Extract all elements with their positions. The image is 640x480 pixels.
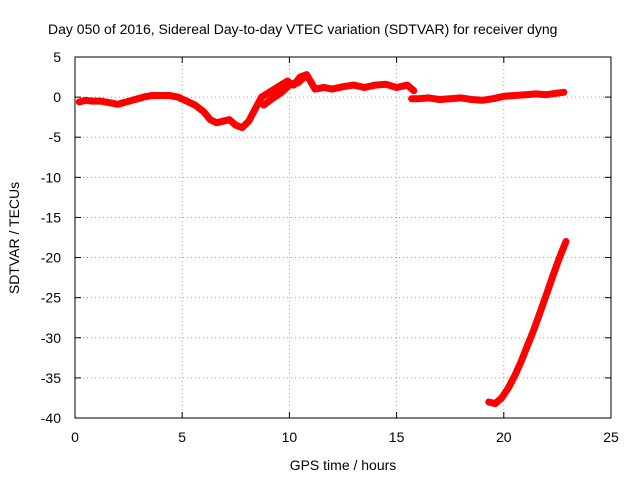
grid — [75, 57, 611, 418]
series-line-1 — [75, 71, 418, 132]
y-tick-label: -15 — [41, 209, 61, 225]
series-line-3 — [408, 88, 568, 104]
x-axis-title: GPS time / hours — [290, 457, 397, 473]
y-tick-label: -10 — [41, 169, 61, 185]
x-tick-label: 0 — [71, 429, 79, 445]
y-tick-label: -5 — [49, 129, 62, 145]
x-tick-label: 15 — [389, 429, 405, 445]
y-tick-label: -35 — [41, 370, 61, 386]
chart-title: Day 050 of 2016, Sidereal Day-to-day VTE… — [48, 21, 557, 37]
x-tick-label: 25 — [603, 429, 619, 445]
axis-ticks — [74, 56, 612, 419]
y-tick-label: 0 — [53, 89, 61, 105]
series-line-2 — [260, 73, 308, 109]
y-tick-label: -30 — [41, 330, 61, 346]
series-group — [75, 71, 570, 408]
y-tick-labels: 5 0 -5 -10 -15 -20 -25 -30 -35 -40 — [41, 49, 61, 426]
x-tick-labels: 0 5 10 15 20 25 — [71, 429, 619, 445]
plot-frame — [74, 56, 612, 419]
y-axis-title: SDTVAR / TECUs — [6, 182, 22, 294]
x-tick-label: 5 — [178, 429, 186, 445]
series-line-4 — [485, 238, 570, 408]
y-tick-label: 5 — [53, 49, 61, 65]
y-tick-label: -40 — [41, 410, 61, 426]
y-tick-label: -25 — [41, 290, 61, 306]
x-tick-label: 20 — [496, 429, 512, 445]
y-tick-label: -20 — [41, 250, 61, 266]
x-tick-label: 10 — [282, 429, 298, 445]
